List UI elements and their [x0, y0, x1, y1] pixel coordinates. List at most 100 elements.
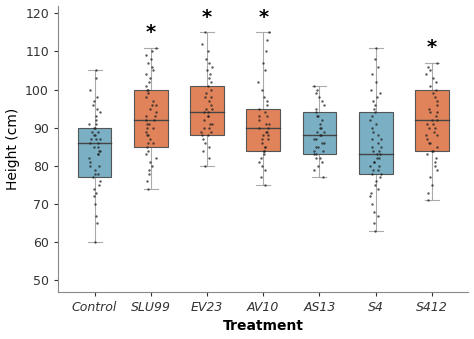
Point [377, 137, 384, 142]
Point [152, 110, 160, 115]
Point [146, 159, 154, 165]
Bar [134, 89, 168, 147]
Point [434, 117, 441, 123]
Point [93, 95, 100, 100]
Point [144, 140, 152, 146]
Point [142, 95, 149, 100]
Point [91, 133, 99, 138]
Bar [246, 108, 280, 151]
Point [145, 171, 153, 176]
Point [316, 156, 323, 161]
Point [209, 64, 216, 69]
Point [86, 87, 93, 92]
Point [146, 167, 153, 173]
Point [205, 75, 213, 81]
Point [262, 129, 269, 134]
Point [92, 213, 100, 218]
Point [149, 140, 156, 146]
Point [369, 129, 377, 134]
Point [264, 102, 271, 107]
Point [263, 129, 271, 134]
Point [425, 198, 432, 203]
Point [312, 106, 320, 111]
Point [86, 163, 93, 168]
Point [258, 87, 266, 92]
Point [90, 175, 97, 180]
Point [90, 98, 98, 104]
Point [146, 75, 154, 81]
Point [203, 68, 211, 73]
Point [257, 156, 265, 161]
Point [145, 87, 152, 92]
Point [424, 64, 432, 69]
Point [264, 114, 271, 119]
Point [94, 152, 101, 157]
Point [367, 87, 375, 92]
Point [265, 121, 273, 126]
Point [431, 159, 438, 165]
Point [369, 167, 377, 173]
Point [148, 64, 155, 69]
Point [423, 72, 430, 77]
Point [94, 144, 102, 149]
Point [376, 91, 383, 96]
Point [374, 167, 381, 173]
Point [85, 156, 93, 161]
Point [370, 159, 377, 165]
Point [369, 171, 376, 176]
Text: *: * [258, 7, 268, 26]
Point [96, 137, 103, 142]
Point [205, 125, 213, 131]
Point [430, 129, 438, 134]
Point [315, 114, 322, 119]
Point [429, 121, 437, 126]
Point [201, 95, 209, 100]
Point [204, 114, 212, 119]
Point [145, 79, 153, 85]
Point [314, 163, 322, 168]
Y-axis label: Height (cm): Height (cm) [6, 107, 19, 190]
Point [93, 106, 100, 111]
Point [312, 144, 320, 149]
Point [96, 110, 103, 115]
Point [143, 152, 150, 157]
Point [152, 45, 159, 50]
Point [201, 117, 208, 123]
Point [366, 194, 374, 199]
Point [90, 125, 98, 131]
Point [429, 148, 437, 153]
Text: *: * [427, 38, 437, 57]
Point [373, 45, 380, 50]
Point [320, 140, 328, 146]
Point [142, 53, 150, 58]
Point [260, 148, 268, 153]
Point [146, 106, 154, 111]
Point [318, 117, 326, 123]
Point [259, 133, 266, 138]
Point [153, 156, 160, 161]
Point [312, 91, 320, 96]
Point [312, 156, 319, 161]
Point [426, 125, 433, 131]
Point [148, 49, 155, 54]
Point [431, 163, 438, 168]
Point [90, 194, 98, 199]
Point [142, 72, 150, 77]
Point [255, 125, 263, 131]
Point [262, 121, 269, 126]
Point [147, 56, 155, 62]
Point [255, 106, 263, 111]
Point [432, 79, 439, 85]
Point [433, 133, 440, 138]
Point [264, 37, 271, 43]
Point [374, 133, 382, 138]
Point [371, 159, 378, 165]
Point [198, 41, 205, 46]
Point [201, 125, 208, 131]
Point [369, 148, 377, 153]
Point [373, 156, 381, 161]
Point [204, 114, 212, 119]
Point [319, 175, 327, 180]
Point [374, 186, 382, 192]
Point [255, 114, 263, 119]
